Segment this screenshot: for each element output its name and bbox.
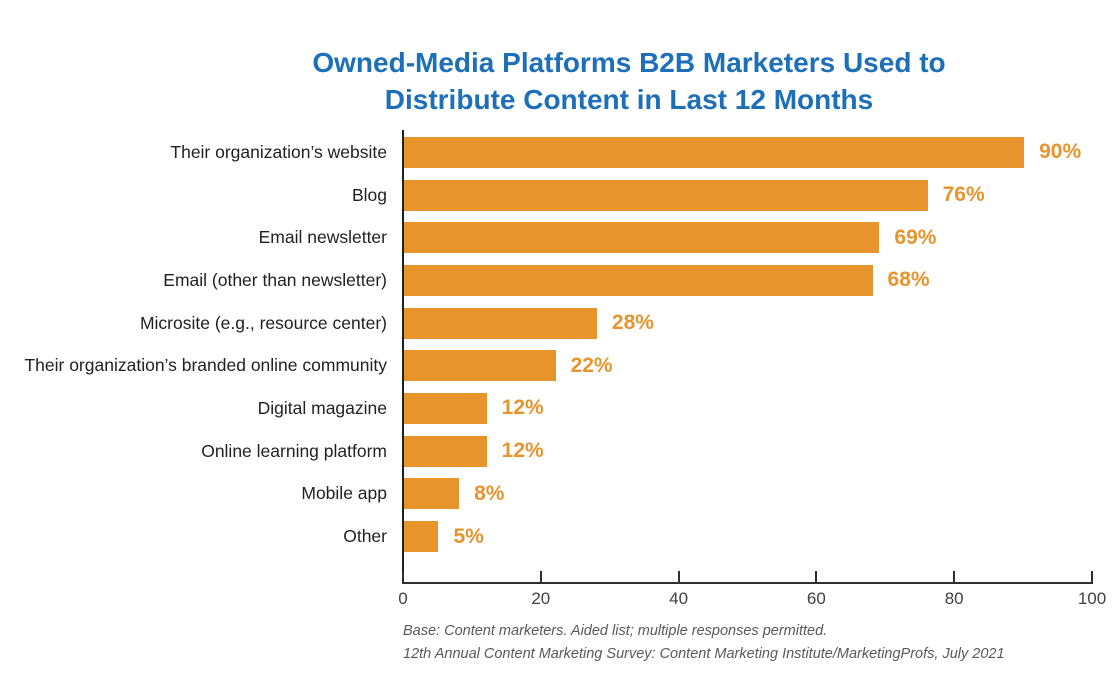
bar-track: 8% [404, 478, 1093, 510]
bar-row: Digital magazine 12% [0, 387, 1093, 430]
bar-track: 12% [404, 392, 1093, 424]
bar-row: Online learning platform 12% [0, 430, 1093, 473]
x-axis-tick-label: 80 [944, 589, 964, 608]
category-label: Other [343, 526, 387, 547]
bar-chart: Their organization’s website 90% Blog 76% Em… [0, 131, 1093, 558]
bar-row: Mobile app 8% [0, 473, 1093, 516]
bar-track: 68% [404, 264, 1093, 296]
category-label: Online learning platform [201, 440, 387, 461]
footnotes: Base: Content marketers. Aided list; mul… [403, 620, 1005, 666]
category-label: Mobile app [301, 483, 387, 504]
x-axis-tick-mark [815, 571, 818, 582]
bar [404, 392, 487, 424]
chart-title: Owned-Media Platforms B2B Marketers Used… [73, 44, 1112, 118]
bar-track: 12% [404, 435, 1093, 467]
bar-track: 69% [404, 222, 1093, 254]
footnote-source: 12th Annual Content Marketing Survey: Co… [403, 646, 1005, 662]
x-axis-tick-mark [402, 571, 404, 582]
bar [404, 478, 460, 510]
bar-row: Other 5% [0, 515, 1093, 558]
value-label: 22% [570, 353, 613, 377]
value-label: 12% [501, 439, 544, 463]
bar-track: 28% [404, 307, 1093, 339]
category-label: Blog [351, 184, 387, 205]
value-label: 5% [453, 524, 484, 548]
value-label: 69% [894, 225, 937, 249]
y-axis-line [402, 130, 404, 584]
category-label: Digital magazine [257, 397, 387, 418]
bar [404, 264, 873, 296]
x-axis-tick-mark [953, 571, 956, 582]
category-label: Microsite (e.g., resource center) [139, 312, 387, 333]
bar [404, 435, 487, 467]
x-axis-tick-label: 40 [669, 589, 689, 608]
bar [404, 179, 928, 211]
bar-row: Their organization’s branded online comm… [0, 344, 1093, 387]
value-label: 76% [942, 183, 985, 207]
value-label: 28% [611, 311, 654, 335]
bar-track: 76% [404, 179, 1093, 211]
chart-title-line-1: Owned-Media Platforms B2B Marketers Used… [312, 47, 946, 78]
category-label: Their organization’s branded online comm… [24, 355, 387, 376]
bar-row: Email newsletter 69% [0, 216, 1093, 259]
x-axis-tick-mark [539, 571, 542, 582]
footnote-base: Base: Content marketers. Aided list; mul… [403, 623, 828, 639]
bar-row: Their organization’s website 90% [0, 131, 1093, 174]
bar [404, 521, 439, 553]
chart-title-line-2: Distribute Content in Last 12 Months [384, 84, 874, 115]
x-axis-tick-mark [677, 571, 680, 582]
bar-row: Email (other than newsletter) 68% [0, 259, 1093, 302]
x-axis-tick-label: 20 [531, 589, 551, 608]
x-axis-tick-mark [1091, 571, 1093, 582]
category-label: Email (other than newsletter) [163, 269, 387, 290]
bar-row: Blog 76% [0, 174, 1093, 217]
x-axis-tick-label: 100 [1077, 589, 1107, 608]
bar [404, 307, 597, 339]
bar [404, 350, 556, 382]
bar-track: 5% [404, 521, 1093, 553]
x-axis-line [402, 582, 1093, 584]
category-label: Email newsletter [258, 227, 387, 248]
x-axis-tick-label: 0 [398, 589, 408, 608]
value-label: 68% [887, 268, 930, 292]
bar [404, 222, 880, 254]
x-axis-tick-label: 60 [806, 589, 826, 608]
value-label: 90% [1039, 140, 1082, 164]
bar-track: 90% [404, 136, 1093, 168]
bar [404, 136, 1025, 168]
bar-track: 22% [404, 350, 1093, 382]
value-label: 12% [501, 396, 544, 420]
bar-row: Microsite (e.g., resource center) 28% [0, 302, 1093, 345]
value-label: 8% [474, 481, 505, 505]
category-label: Their organization’s website [170, 141, 387, 162]
